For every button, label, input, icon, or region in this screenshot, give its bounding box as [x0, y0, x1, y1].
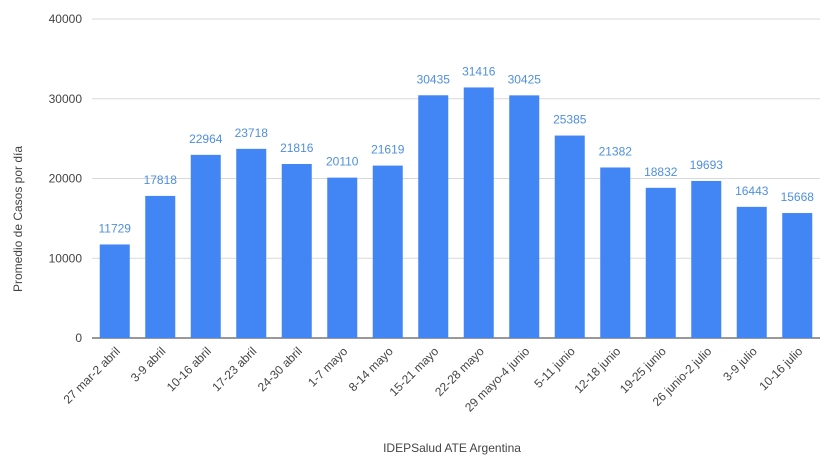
x-tick-label: 5-11 junio: [531, 344, 578, 391]
bar: [190, 154, 221, 338]
bars: [99, 87, 813, 338]
x-tick-label: 3-9 abril: [128, 344, 169, 385]
data-label: 20110: [326, 155, 359, 169]
x-tick-label: 27 mar-2 abril: [61, 344, 123, 406]
data-label: 19693: [690, 158, 724, 172]
bar: [327, 177, 358, 338]
bar: [645, 187, 676, 338]
data-label: 18832: [644, 165, 678, 179]
bar: [463, 87, 494, 338]
x-tick-label: 10-16 julio: [756, 344, 805, 393]
bar: [236, 148, 267, 338]
x-axis-title: IDEPSalud ATE Argentina: [383, 441, 521, 455]
data-label: 16443: [735, 184, 769, 198]
data-label: 21816: [280, 141, 314, 155]
x-tick-label: 1-7 mayo: [305, 344, 351, 390]
data-label: 22964: [189, 132, 223, 146]
y-axis-title: Promedio de Casos por día: [11, 146, 25, 292]
data-label: 30435: [417, 72, 451, 86]
bar: [281, 164, 312, 338]
bar: [145, 195, 176, 338]
data-label: 21619: [371, 143, 405, 157]
data-label: 21382: [599, 144, 633, 158]
x-tick-label: 24-30 abril: [255, 344, 305, 394]
y-tick-label: 20000: [49, 172, 83, 186]
data-label: 25385: [553, 113, 587, 127]
x-tick-label: 12-18 junio: [571, 344, 623, 396]
y-tick-label: 30000: [49, 92, 83, 106]
data-label: 17818: [144, 173, 178, 187]
y-tick-label: 0: [75, 331, 82, 345]
data-label: 15668: [781, 190, 815, 204]
bar: [736, 206, 767, 338]
bar: [554, 135, 585, 338]
bar: [782, 213, 813, 338]
bar: [509, 95, 540, 338]
y-tick-label: 10000: [49, 251, 83, 265]
x-tick-label: 17-23 abril: [209, 344, 259, 394]
data-label: 23718: [235, 126, 269, 140]
bar: [418, 95, 449, 338]
data-labels: 11729 17818 22964 23718 21816 20110 21619 30435…: [99, 64, 815, 235]
bar: [99, 244, 130, 338]
x-tick-label: 10-16 abril: [164, 344, 214, 394]
y-tick-label: 40000: [49, 12, 83, 26]
y-axis-ticks: 0 10000 20000 30000 40000: [49, 12, 83, 345]
bar: [372, 165, 403, 338]
x-tick-label: 3-9 julio: [720, 344, 760, 384]
data-label: 31416: [462, 64, 496, 78]
bar: [600, 167, 631, 338]
bar: [691, 180, 722, 338]
data-label: 30425: [508, 72, 542, 86]
data-label: 11729: [99, 221, 132, 235]
